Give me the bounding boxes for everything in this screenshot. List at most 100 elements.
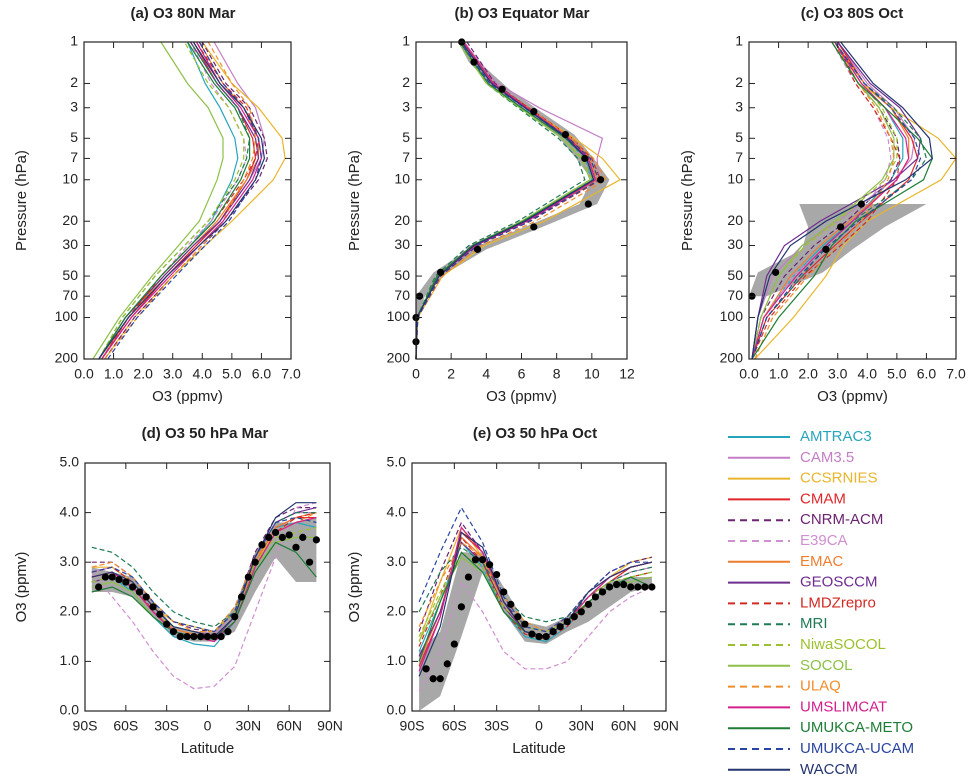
haloe-point — [108, 573, 116, 581]
y-tick-label: 30 — [394, 236, 410, 252]
legend-label: CMAM — [800, 490, 846, 507]
haloe-point — [278, 533, 286, 542]
haloe-point — [457, 603, 465, 611]
haloe-point — [271, 528, 280, 537]
legend-label: UMSLIMCAT — [800, 698, 887, 715]
y-tick-label: 5 — [402, 129, 410, 145]
haloe-point — [251, 558, 259, 566]
plot-frame — [83, 41, 292, 360]
haloe-point — [95, 583, 103, 591]
haloe-point — [169, 628, 178, 636]
y-tick-label: 7 — [402, 149, 410, 165]
model-line — [98, 41, 266, 360]
haloe-point — [210, 633, 218, 641]
legend-label: MRI — [800, 615, 828, 632]
haloe-point — [149, 603, 157, 611]
haloe-point — [464, 573, 473, 581]
x-tick-label: 12 — [619, 366, 635, 382]
haloe-point — [493, 571, 501, 579]
y-tick-label: 1 — [735, 33, 743, 49]
y-tick-label: 20 — [727, 212, 743, 228]
haloe-point — [561, 130, 570, 139]
y-axis-label: Pressure (hPa) — [13, 150, 30, 251]
haloe-point — [627, 583, 635, 591]
legend-label: AMTRAC3 — [800, 428, 872, 445]
model-line — [91, 512, 317, 633]
haloe-point — [597, 176, 605, 184]
haloe-point — [584, 200, 592, 208]
y-axis-label: Pressure (hPa) — [679, 150, 696, 251]
model-line — [418, 506, 652, 633]
x-tick-label: 30N — [568, 718, 594, 734]
model-line — [415, 41, 607, 360]
x-tick-label: 0 — [535, 718, 543, 734]
x-tick-label: 4.0 — [193, 366, 213, 382]
model-line — [104, 41, 268, 360]
haloe-point — [507, 600, 515, 608]
x-tick-label: 90S — [400, 718, 425, 734]
x-tick-label: 60S — [113, 718, 138, 734]
haloe-point — [822, 245, 830, 253]
x-tick-label: 2 — [447, 366, 455, 382]
haloe-point — [156, 610, 164, 618]
haloe-point — [163, 620, 171, 628]
plot-frame — [748, 41, 957, 360]
haloe-point — [471, 556, 480, 564]
model-line — [751, 41, 910, 360]
model-line — [754, 41, 957, 360]
x-axis-label: O3 (ppmv) — [152, 388, 223, 405]
y-tick-label: 0.0 — [60, 702, 80, 718]
haloe-point — [478, 556, 487, 564]
haloe-point — [470, 58, 478, 66]
y-axis-label: O3 (ppmv) — [13, 552, 30, 623]
haloe-point — [258, 541, 266, 549]
model-line — [751, 41, 933, 360]
model-line — [751, 41, 895, 360]
x-tick-label: 1.0 — [769, 366, 789, 382]
haloe-point — [101, 573, 110, 581]
haloe-point — [224, 628, 232, 636]
model-line — [91, 516, 317, 633]
panel-title: (d) O3 50 hPa Mar — [142, 425, 269, 442]
x-tick-label: 7.0 — [281, 366, 301, 382]
legend-label: WACCM — [800, 761, 858, 778]
model-line — [98, 41, 251, 360]
model-line — [751, 41, 919, 360]
y-tick-label: 1 — [402, 33, 410, 49]
haloe-point — [265, 533, 273, 542]
y-tick-label: 5 — [70, 129, 78, 145]
haloe-point — [176, 633, 184, 641]
x-tick-label: 10 — [584, 366, 600, 382]
haloe-point — [244, 573, 252, 581]
panel-title: (a) O3 80N Mar — [130, 5, 235, 22]
haloe-point — [581, 154, 589, 163]
haloe-point — [613, 580, 621, 589]
y-tick-label: 7 — [70, 149, 78, 165]
haloe-point — [556, 623, 564, 631]
x-tick-label: 0.0 — [74, 366, 94, 382]
y-tick-label: 3.0 — [60, 553, 80, 569]
haloe-point — [129, 583, 137, 591]
haloe-point — [577, 608, 585, 616]
x-axis-label: Latitude — [181, 740, 234, 757]
model-line — [415, 41, 595, 360]
legend-label: LMDZrepro — [800, 594, 876, 611]
haloe-point — [312, 536, 320, 544]
haloe-point — [217, 633, 225, 641]
x-tick-label: 60N — [276, 718, 302, 734]
x-tick-label: 3.0 — [828, 366, 848, 382]
y-tick-label: 200 — [387, 350, 411, 366]
model-line — [91, 502, 317, 638]
legend-label: ULAQ — [800, 678, 841, 695]
model-line — [98, 41, 260, 360]
haloe-point — [473, 245, 482, 253]
haloe-point — [591, 593, 600, 601]
panel-title: (e) O3 50 hPa Oct — [473, 425, 597, 442]
y-tick-label: 100 — [387, 308, 411, 324]
model-line — [751, 41, 928, 360]
haloe-point — [305, 558, 314, 566]
haloe-point — [528, 630, 536, 638]
y-tick-label: 200 — [55, 350, 79, 366]
haloe-point — [549, 628, 557, 636]
x-tick-label: 7.0 — [946, 366, 966, 382]
